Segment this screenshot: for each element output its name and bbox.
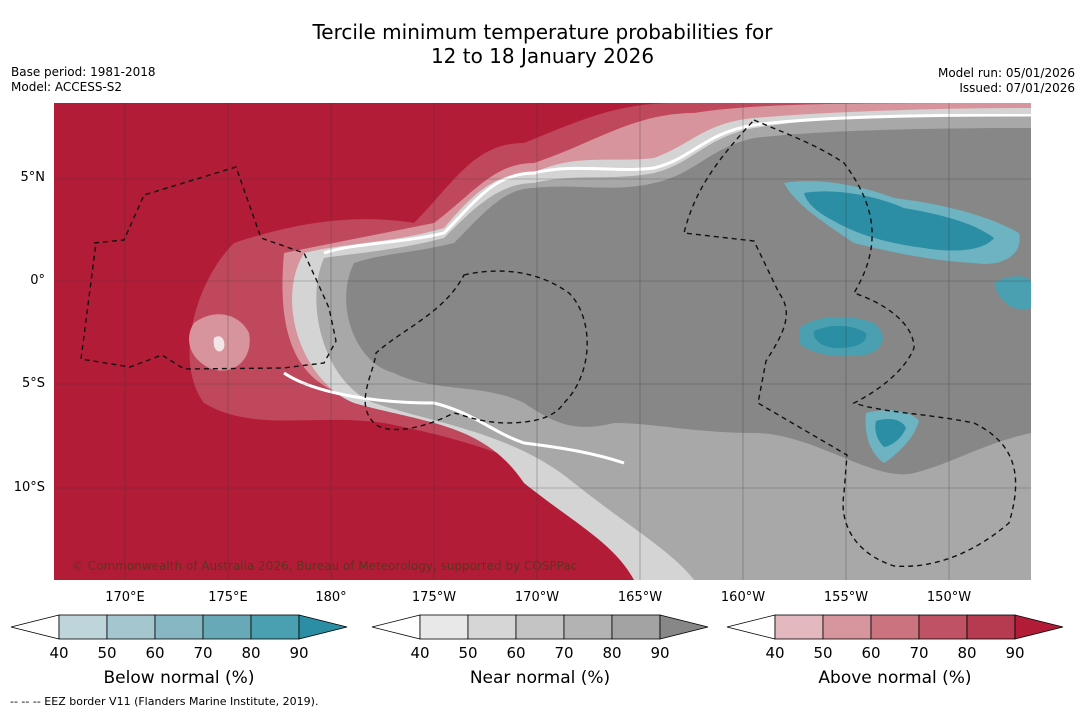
below-colorbar-cell xyxy=(250,614,300,640)
near-tick-70: 70 xyxy=(554,644,574,662)
above-white-spot xyxy=(213,336,225,352)
below-tick-50: 50 xyxy=(97,644,117,662)
below-tick-70: 70 xyxy=(193,644,213,662)
issued-date: Issued: 07/01/2026 xyxy=(959,81,1075,95)
near-tick-60: 60 xyxy=(506,644,526,662)
near-colorbar-cell xyxy=(611,614,661,640)
eez-border-west xyxy=(80,166,337,370)
colorbar-near xyxy=(371,612,711,642)
lon-label-170e: 170°E xyxy=(105,590,145,605)
map-svg xyxy=(54,103,1031,580)
colorbar-below-svg xyxy=(10,614,348,640)
graticule xyxy=(54,103,1031,580)
eez-border-central xyxy=(364,270,588,431)
below-tick-60: 60 xyxy=(145,644,165,662)
near-tick-90: 90 xyxy=(650,644,670,662)
near-tick-80: 80 xyxy=(602,644,622,662)
below-colorbar-cell xyxy=(202,614,252,640)
lon-label-175w: 175°W xyxy=(411,590,457,605)
below-colorbar-cell xyxy=(106,614,156,640)
colorbar-near-svg xyxy=(371,614,709,640)
above-tick-80: 80 xyxy=(957,644,977,662)
meta-left: Base period: 1981-2018 Model: ACCESS-S2 xyxy=(11,65,156,95)
colorbar-above-title: Above normal (%) xyxy=(818,668,972,688)
probability-map xyxy=(54,103,1031,580)
colorbar-above xyxy=(726,612,1066,642)
lon-label-165w: 165°W xyxy=(617,590,663,605)
lat-label-5n: 5°N xyxy=(20,170,46,185)
lat-label-5s: 5°S xyxy=(21,376,45,391)
below-tick-90: 90 xyxy=(289,644,309,662)
near-colorbar-cell xyxy=(515,614,565,640)
base-period: Base period: 1981-2018 xyxy=(11,65,156,79)
colorbar-below-title: Below normal (%) xyxy=(103,668,255,688)
near-colorbar-cell xyxy=(563,614,613,640)
model-name: Model: ACCESS-S2 xyxy=(11,80,123,94)
near-colorbar-cell xyxy=(467,614,517,640)
lon-label-150w: 150°W xyxy=(926,590,972,605)
near-colorbar-extend-high xyxy=(659,614,709,640)
lat-label-10s: 10°S xyxy=(13,480,45,495)
colorbar-above-svg xyxy=(726,614,1064,640)
above-tick-40: 40 xyxy=(765,644,785,662)
model-run: Model run: 05/01/2026 xyxy=(937,66,1075,80)
colorbar-near-title: Near normal (%) xyxy=(469,668,611,688)
near-tick-50: 50 xyxy=(458,644,478,662)
below-tick-40: 40 xyxy=(49,644,69,662)
near-colorbar-extend-low xyxy=(371,614,421,640)
lon-label-175e: 175°E xyxy=(208,590,248,605)
chart-title: Tercile minimum temperature probabilitie… xyxy=(0,20,1085,68)
above-colorbar-cell xyxy=(774,614,824,640)
above-colorbar-cell xyxy=(918,614,968,640)
contour-line xyxy=(323,113,1031,255)
below-colorbar-cell xyxy=(154,614,204,640)
below-patch-central-core xyxy=(813,325,867,349)
above-tick-70: 70 xyxy=(909,644,929,662)
above-colorbar-cell xyxy=(966,614,1016,640)
below-tick-80: 80 xyxy=(241,644,261,662)
above-tick-60: 60 xyxy=(861,644,881,662)
eez-border-east xyxy=(683,119,1017,568)
below-colorbar-extend-high xyxy=(298,614,348,640)
below-patch-north-core xyxy=(804,191,994,251)
above-colorbar-cell xyxy=(822,614,872,640)
eez-borders xyxy=(80,119,1017,568)
meta-right: Model run: 05/01/2026 Issued: 07/01/2026 xyxy=(938,66,1075,96)
above-colorbar-extend-high xyxy=(1014,614,1064,640)
above-colorbar-extend-low xyxy=(726,614,776,640)
lon-label-180: 180° xyxy=(315,590,347,605)
colorbar-below xyxy=(10,612,350,642)
lon-label-155w: 155°W xyxy=(823,590,869,605)
lon-label-170w: 170°W xyxy=(514,590,560,605)
colorbar-below-cells xyxy=(10,614,348,640)
lon-label-160w: 160°W xyxy=(720,590,766,605)
below-colorbar-extend-low xyxy=(10,614,60,640)
above-colorbar-cell xyxy=(870,614,920,640)
title-line-2: 12 to 18 January 2026 xyxy=(430,44,655,68)
copyright-notice: © Commonwealth of Australia 2026, Bureau… xyxy=(72,559,578,573)
title-line-1: Tercile minimum temperature probabilitie… xyxy=(312,20,773,44)
eez-footnote: -- -- -- EEZ border V11 (Flanders Marine… xyxy=(10,695,319,708)
below-patch-south-core xyxy=(875,419,906,447)
colorbar-near-cells xyxy=(371,614,709,640)
near-tick-40: 40 xyxy=(410,644,430,662)
above-tick-90: 90 xyxy=(1005,644,1025,662)
colorbar-above-cells xyxy=(726,614,1064,640)
above-tick-50: 50 xyxy=(813,644,833,662)
lat-label-0: 0° xyxy=(30,273,45,288)
near-colorbar-cell xyxy=(419,614,469,640)
below-patch-east xyxy=(994,276,1031,310)
below-colorbar-cell xyxy=(58,614,108,640)
